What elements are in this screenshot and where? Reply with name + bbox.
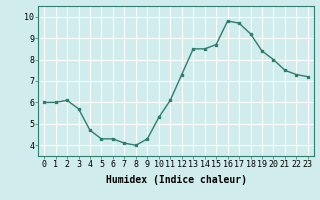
X-axis label: Humidex (Indice chaleur): Humidex (Indice chaleur) — [106, 175, 246, 185]
